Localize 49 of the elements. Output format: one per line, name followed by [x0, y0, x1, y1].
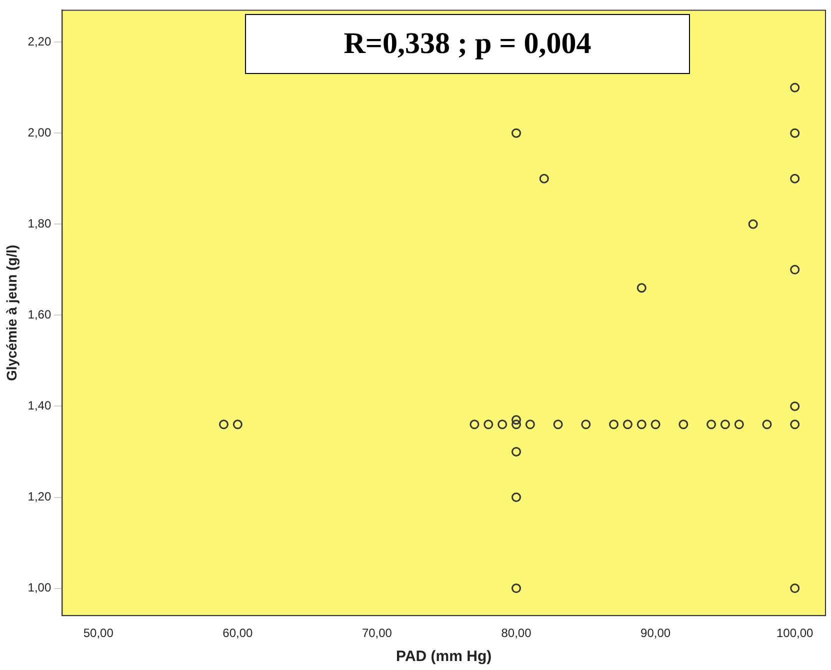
point	[706, 420, 716, 430]
x-tick-label: 50,00	[83, 626, 114, 640]
point	[512, 446, 522, 456]
point	[636, 420, 646, 430]
point	[790, 128, 800, 138]
x-tick-label: 60,00	[222, 626, 254, 640]
point	[512, 128, 522, 138]
y-tick-label: 1,20	[28, 490, 52, 504]
point	[790, 82, 800, 92]
x-tick-label: 100,00	[776, 626, 814, 640]
text-box: R=0,338 ; p = 0,004	[245, 14, 690, 74]
y-tick-label: 1,00	[28, 580, 52, 595]
point	[525, 420, 535, 430]
point	[232, 420, 242, 430]
point	[748, 219, 758, 229]
point	[790, 584, 800, 594]
point	[553, 420, 563, 430]
point	[498, 420, 508, 430]
point	[678, 420, 688, 430]
y-tick-label: 2,20	[28, 34, 52, 48]
point	[539, 174, 549, 184]
point	[512, 492, 522, 502]
x-tick-label: 70,00	[362, 626, 392, 640]
point	[484, 420, 494, 430]
point	[512, 420, 522, 430]
y-tick-label: 1,40	[28, 398, 52, 413]
x-tick-label: 90,00	[640, 626, 671, 640]
point	[609, 420, 619, 430]
point	[470, 420, 480, 430]
point	[622, 420, 632, 430]
point	[734, 420, 744, 430]
point	[762, 420, 772, 430]
y-tick-label: 1,80	[28, 216, 52, 230]
y-axis-title: Glycémie à jeun (g/l)	[3, 244, 20, 381]
y-tick-label: 1,60	[28, 307, 52, 322]
point	[581, 420, 591, 430]
y-tick-label: 2,00	[28, 125, 52, 140]
point	[218, 420, 228, 430]
point	[720, 420, 730, 430]
point	[790, 264, 800, 274]
point	[650, 420, 660, 430]
point	[790, 174, 800, 184]
x-axis-title: PAD (mm Hg)	[396, 648, 492, 666]
x-tick-label: 80,00	[501, 626, 532, 640]
point	[512, 415, 522, 425]
point	[636, 283, 646, 293]
point	[790, 420, 800, 430]
point	[512, 584, 522, 594]
point	[790, 401, 800, 411]
